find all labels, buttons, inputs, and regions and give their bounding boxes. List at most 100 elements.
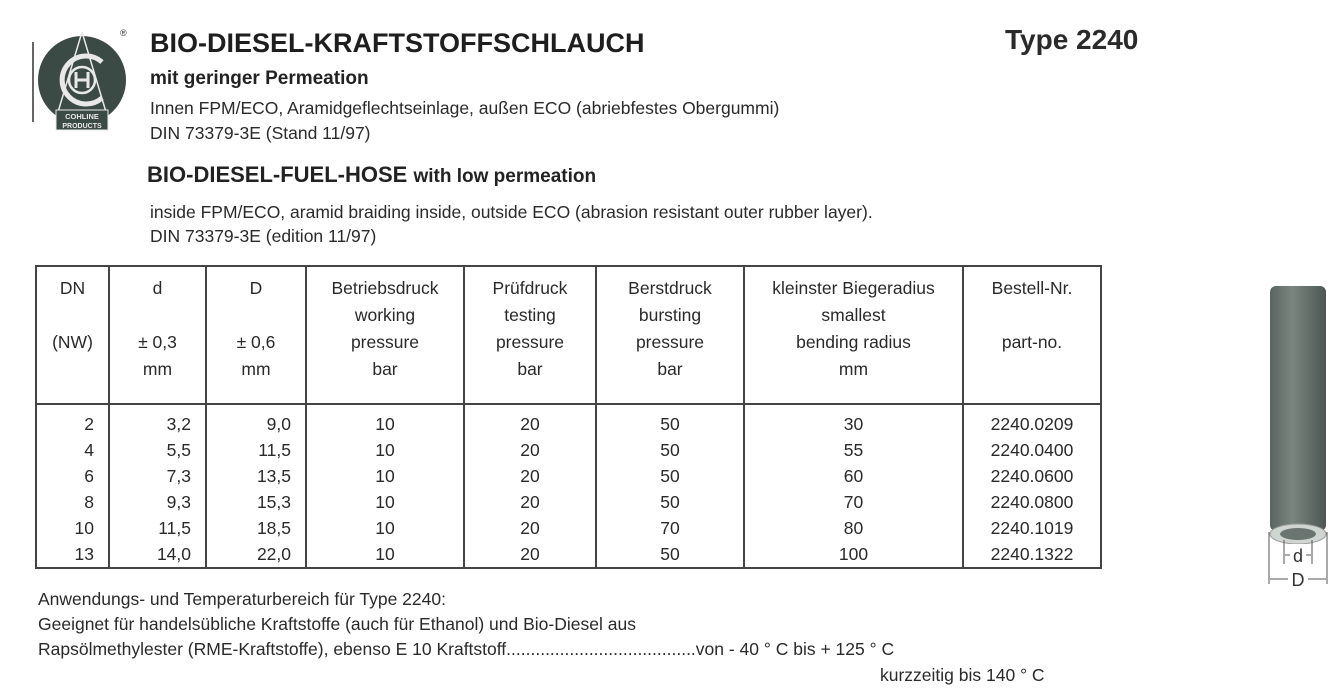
table-cell: 2240.0209: [962, 404, 1102, 437]
column-header-line: ± 0,3: [138, 332, 177, 352]
table-cell: 13,5: [205, 463, 307, 489]
column-header-line: [964, 302, 1100, 329]
description-de: Innen FPM/ECO, Aramidgeflechtseinlage, a…: [150, 98, 780, 118]
norm-en: DIN 73379-3E (edition 11/97): [150, 226, 377, 246]
table-cell: 20: [463, 489, 597, 515]
column-header: D ± 0,6 mm: [205, 265, 307, 405]
column-header-line: mm: [241, 359, 271, 379]
column-header: Berstdruck bursting pressure bar: [595, 265, 745, 405]
table-cell: 22,0: [205, 541, 307, 569]
table-cell: 10: [305, 463, 465, 489]
cohline-logo: COHLINE PRODUCTS ®: [30, 22, 140, 137]
table-cell: 2240.0800: [962, 489, 1102, 515]
table-cell: 3,2: [108, 404, 207, 437]
column-header-line: [207, 302, 305, 329]
table-cell: 80: [743, 515, 964, 541]
type-label: Type 2240: [1005, 24, 1139, 55]
spec-table: DN (NW) d ± 0,3 mm D ± 0,6 mm Betriebsdruck w…: [35, 265, 1102, 569]
column-header-line: mm: [142, 359, 173, 379]
column-header-line: pressure: [635, 332, 705, 352]
column-header-line: smallest: [821, 305, 886, 325]
table-cell: 10: [305, 437, 465, 463]
column-header: DN (NW): [35, 265, 110, 405]
title-en-suffix: with low permeation: [413, 166, 597, 187]
column-header: Bestell-Nr. part-no.: [962, 265, 1102, 405]
table-cell: 10: [305, 489, 465, 515]
column-header-line: [37, 356, 108, 383]
column-header-line: bar: [372, 359, 398, 379]
table-row: 6 7,3 13,5 10 20 50 60 2240.0600: [35, 463, 1102, 489]
table-cell: 60: [743, 463, 964, 489]
table-cell: 20: [463, 404, 597, 437]
table-cell: 55: [743, 437, 964, 463]
norm-de: DIN 73379-3E (Stand 11/97): [150, 123, 371, 143]
table-cell: 50: [595, 463, 745, 489]
table-cell: 10: [305, 404, 465, 437]
table-cell: 100: [743, 541, 964, 569]
column-header-line: [110, 302, 205, 329]
table-row: 13 14,0 22,0 10 20 50 100 2240.1322: [35, 541, 1102, 569]
column-header: Prüfdruck testing pressure bar: [463, 265, 597, 405]
column-header-line: working: [354, 305, 416, 325]
outer-diameter-label: D: [1292, 570, 1305, 590]
table-cell: 8: [35, 489, 110, 515]
column-header-line: part-no.: [1001, 332, 1063, 352]
column-header-line: pressure: [350, 332, 420, 352]
table-cell: 6: [35, 463, 110, 489]
table-row: 4 5,5 11,5 10 20 50 55 2240.0400: [35, 437, 1102, 463]
column-header-line: testing: [504, 305, 556, 325]
table-cell: 15,3: [205, 489, 307, 515]
column-header-line: bursting: [638, 305, 702, 325]
table-cell: 70: [595, 515, 745, 541]
table-cell: 9,0: [205, 404, 307, 437]
table-cell: 50: [595, 404, 745, 437]
svg-text:®: ®: [120, 28, 127, 38]
table-row: 8 9,3 15,3 10 20 50 70 2240.0800: [35, 489, 1102, 515]
column-header-line: [37, 302, 108, 329]
table-cell: 9,3: [108, 489, 207, 515]
table-cell: 20: [463, 463, 597, 489]
column-header-line: bar: [517, 359, 543, 379]
column-header-line: pressure: [495, 332, 565, 352]
column-header-line: ± 0,6: [236, 332, 276, 352]
column-header-line: [964, 356, 1100, 383]
column-header-line: bar: [657, 359, 683, 379]
svg-text:PRODUCTS: PRODUCTS: [62, 123, 102, 130]
table-cell: 50: [595, 489, 745, 515]
table-cell: 11,5: [108, 515, 207, 541]
table-cell: 10: [35, 515, 110, 541]
table-row: 10 11,5 18,5 10 20 70 80 2240.1019: [35, 515, 1102, 541]
column-header: Betriebsdruck working pressure bar: [305, 265, 465, 405]
table-cell: 30: [743, 404, 964, 437]
table-cell: 2240.0400: [962, 437, 1102, 463]
column-header-line: Berstdruck: [628, 278, 712, 298]
column-header: d ± 0,3 mm: [108, 265, 207, 405]
table-header-row: DN (NW) d ± 0,3 mm D ± 0,6 mm Betriebsdruck w…: [35, 265, 1102, 405]
table-cell: 7,3: [108, 463, 207, 489]
column-header-line: d: [152, 278, 163, 298]
table-cell: 2: [35, 404, 110, 437]
column-header-line: (NW): [52, 332, 93, 352]
table-cell: 20: [463, 541, 597, 569]
table-cell: 11,5: [205, 437, 307, 463]
column-header: kleinster Biegeradius smallest bending rad…: [743, 265, 964, 405]
column-header-line: D: [249, 278, 263, 298]
column-header-line: bending radius: [796, 332, 911, 352]
column-header-line: Prüfdruck: [492, 278, 568, 298]
inner-diameter-label: d: [1293, 546, 1303, 566]
description-en: inside FPM/ECO, aramid braiding inside, …: [150, 202, 873, 222]
title-en-main: BIO-DIESEL-FUEL-HOSE: [147, 162, 408, 187]
column-header-line: DN: [59, 278, 86, 298]
hose-illustration: d D: [1255, 282, 1340, 592]
table-cell: 20: [463, 437, 597, 463]
table-cell: 2240.1019: [962, 515, 1102, 541]
footer-line-4: kurzzeitig bis 140 ° C: [880, 665, 1045, 685]
table-cell: 70: [743, 489, 964, 515]
column-header-line: Betriebsdruck: [331, 278, 439, 298]
column-header-line: mm: [838, 359, 869, 379]
table-cell: 13: [35, 541, 110, 569]
subtitle-de: mit geringer Permeation: [150, 68, 369, 89]
table-cell: 4: [35, 437, 110, 463]
svg-text:COHLINE: COHLINE: [65, 112, 99, 121]
table-cell: 20: [463, 515, 597, 541]
